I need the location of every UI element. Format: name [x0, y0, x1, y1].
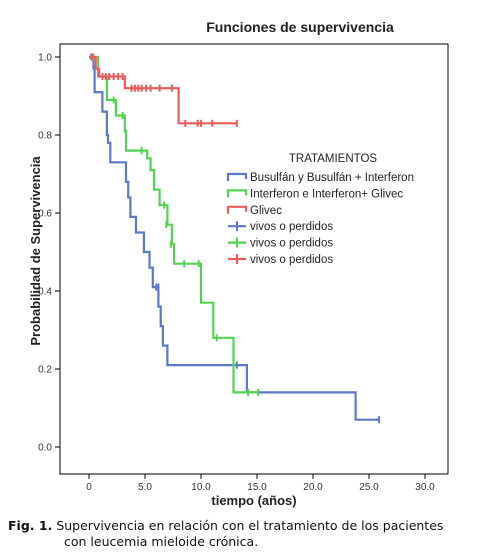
- series-layer: [89, 53, 381, 424]
- legend-entry-label: Busulfán y Busulfán + Interferon: [250, 172, 414, 184]
- y-tick-label: 0.8: [38, 131, 52, 142]
- x-tick-label: 10.0: [191, 482, 211, 493]
- chart-title: Funciones de supervivencia: [206, 19, 394, 35]
- y-tick-label: 0.4: [38, 287, 52, 298]
- y-axis-label: Probabilidad de Supervivencia: [28, 156, 43, 346]
- y-tick-label: 1.0: [38, 53, 52, 64]
- legend-swatch: [226, 189, 248, 198]
- plot-frame: [59, 43, 449, 475]
- survival-curve: [89, 55, 380, 421]
- caption-label: Fig. 1.: [8, 518, 53, 533]
- legend-title: TRATAMIENTOS: [289, 153, 378, 165]
- legend-entry-label: vivos o perdidos: [250, 221, 333, 233]
- y-tick-label: 0.6: [38, 209, 52, 220]
- x-tick-label: 5.0: [138, 482, 152, 493]
- caption-line-2: con leucemia mieloide crónica.: [64, 534, 259, 549]
- axes: 0 5.0 10.0 15.0 20.0 25.0 30.0 0.0 0.2 0.4 0.6 0.8 1…: [38, 53, 435, 494]
- legend-entry-label: vivos o perdidos: [250, 238, 333, 250]
- survival-curve: [89, 55, 237, 125]
- legend-entry-label: vivos o perdidos: [250, 254, 333, 266]
- legend-swatch: [226, 172, 248, 181]
- x-tick-label: 15.0: [247, 482, 267, 493]
- legend-entry-label: Glivec: [250, 205, 282, 217]
- figure-caption: Fig. 1. Supervivencia en relación con el…: [8, 518, 482, 550]
- y-tick-label: 0.2: [38, 365, 52, 376]
- x-tick-label: 0: [86, 482, 92, 493]
- x-axis-label: tiempo (años): [211, 493, 296, 508]
- x-tick-label: 30.0: [415, 482, 435, 493]
- legend: TRATAMIENTOS Busulfán y Busulfán + Inter…: [226, 153, 414, 266]
- legend-entry-label: Interferon e Interferon+ Glivec: [250, 188, 403, 200]
- survival-curve: [89, 55, 259, 394]
- x-tick-label: 25.0: [359, 482, 379, 493]
- x-tick-label: 20.0: [303, 482, 323, 493]
- y-tick-label: 0.0: [38, 443, 52, 454]
- legend-swatch: [226, 205, 248, 214]
- survival-chart: Funciones de supervivencia 0 5.0 10.0 15.0 2…: [28, 19, 449, 508]
- caption-line-1: Supervivencia en relación con el tratami…: [56, 518, 444, 533]
